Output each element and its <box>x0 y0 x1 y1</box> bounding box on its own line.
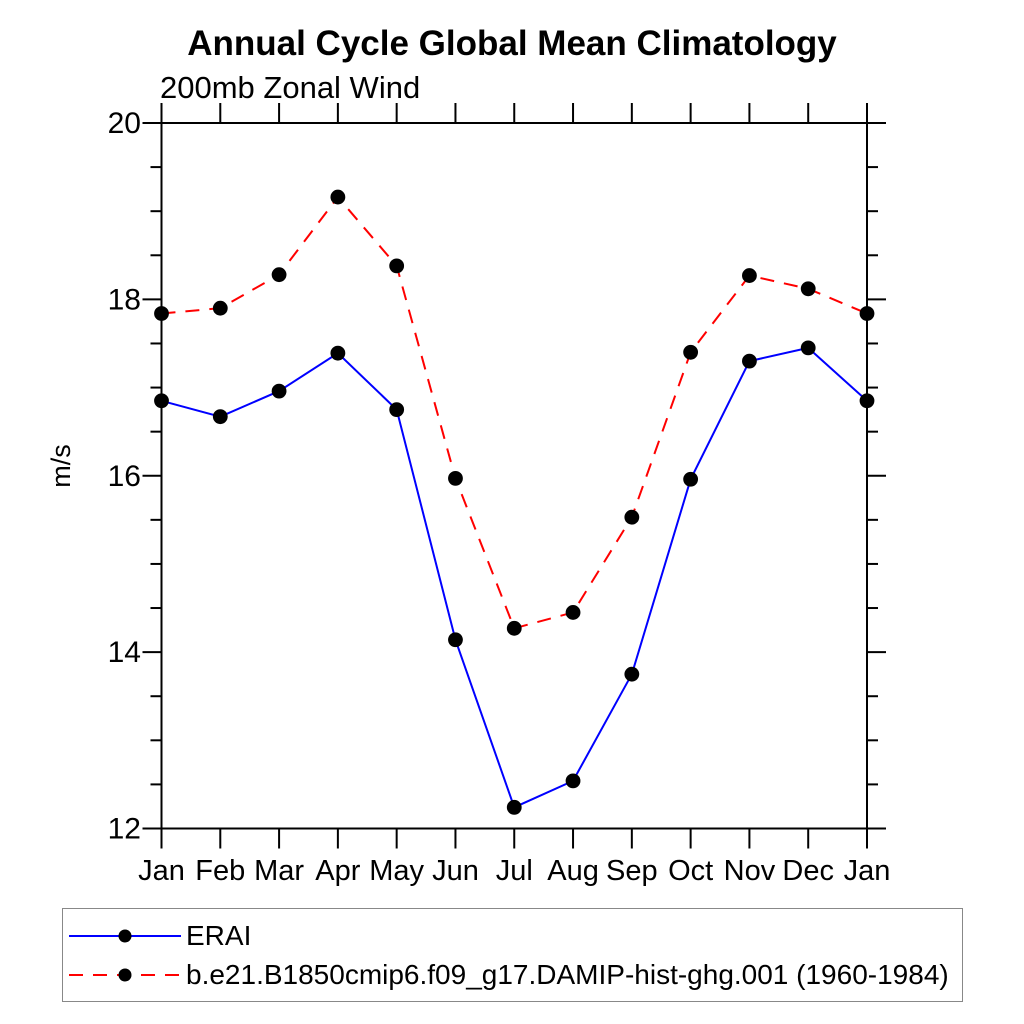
y-axis-label: m/s <box>46 444 76 488</box>
chart-subtitle: 200mb Zonal Wind <box>160 70 421 105</box>
series-line-erai <box>161 346 868 809</box>
x-tick-label: Oct <box>668 855 713 887</box>
data-point-marker <box>506 620 522 636</box>
data-point-marker <box>565 605 581 620</box>
y-tick-label: 12 <box>108 813 141 846</box>
plot-generated-content: Jan Feb Mar Apr May Jun Jul Aug Sep Oct Nov Dec Jan 1… <box>108 103 891 887</box>
legend-item-erai: ERAI <box>69 918 962 954</box>
legend-sample-marker <box>118 929 132 942</box>
x-tick-label: Nov <box>724 855 776 887</box>
data-point-marker <box>154 393 169 409</box>
data-point-marker <box>683 344 699 360</box>
y-tick-label: 18 <box>108 283 141 316</box>
data-point-marker <box>330 189 346 205</box>
legend-model-line-sample <box>69 968 181 981</box>
x-tick-label: Aug <box>547 855 599 887</box>
legend-erai-line-sample <box>69 929 181 942</box>
data-point-marker <box>624 666 640 682</box>
data-point-marker <box>448 470 463 486</box>
data-point-marker <box>742 353 757 369</box>
plot-box <box>160 122 868 830</box>
x-tick-label: Apr <box>315 855 360 887</box>
data-point-marker <box>859 306 875 321</box>
chart-title: Annual Cycle Global Mean Climatology <box>187 24 837 63</box>
x-tick-label: Jun <box>432 855 479 887</box>
x-tick-label: Dec <box>782 855 834 887</box>
data-point-marker <box>448 632 463 648</box>
data-point-marker <box>271 267 287 283</box>
y-tick-label: 16 <box>108 460 141 493</box>
data-point-marker <box>212 300 228 316</box>
x-tick-label: Jan <box>138 855 185 887</box>
y-tick-label: 20 <box>108 107 141 140</box>
x-tick-label: May <box>369 855 424 887</box>
data-point-marker <box>389 402 405 418</box>
series-line-model <box>161 195 868 630</box>
legend-item-model: b.e21.B1850cmip6.f09_g17.DAMIP-hist-ghg.… <box>69 957 962 993</box>
x-tick-label: Mar <box>254 855 304 887</box>
legend-erai-label: ERAI <box>186 919 252 951</box>
x-tick-label: Jan <box>844 855 891 887</box>
legend-sample-marker <box>118 968 132 981</box>
x-tick-label: Feb <box>195 855 245 887</box>
data-point-marker <box>624 509 640 525</box>
data-point-marker <box>212 409 228 425</box>
x-tick-label: Sep <box>606 855 658 887</box>
y-tick-label: 14 <box>108 636 141 669</box>
legend-model-label: b.e21.B1850cmip6.f09_g17.DAMIP-hist-ghg.… <box>186 958 949 990</box>
data-point-marker <box>271 383 287 399</box>
data-point-marker <box>565 773 581 789</box>
x-tick-label: Jul <box>496 855 533 887</box>
data-point-marker <box>330 345 346 361</box>
data-point-marker <box>154 306 169 321</box>
data-point-marker <box>506 799 522 815</box>
data-point-marker <box>742 268 757 283</box>
data-point-marker <box>389 258 405 274</box>
data-point-marker <box>800 340 816 356</box>
data-point-marker <box>683 471 699 487</box>
legend-box: ERAI b.e21.B1850cmip6.f09_g17.DAMIP-hist… <box>62 908 963 1002</box>
data-point-marker <box>859 393 875 409</box>
data-point-marker <box>800 281 816 297</box>
